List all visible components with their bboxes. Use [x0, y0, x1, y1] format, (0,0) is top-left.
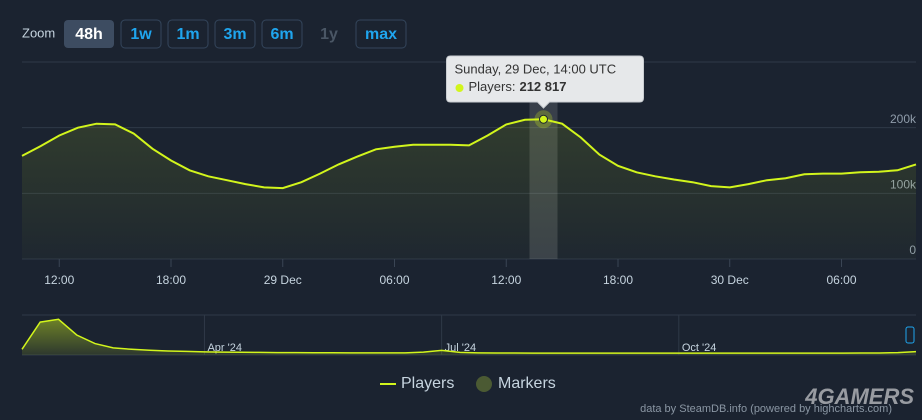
line: [21, 118, 917, 190]
hover-point: [539, 114, 548, 124]
zoom-label: Zoom: [22, 25, 55, 40]
legend-label[interactable]: Markers: [498, 375, 556, 392]
zoom-button[interactable]: 1w: [120, 19, 162, 49]
tooltip-label: Players: 212 817: [469, 79, 567, 94]
x-tick-label: 06:00: [379, 273, 409, 287]
x-tick-label: 12:00: [44, 273, 74, 287]
legend-marker: [476, 376, 492, 392]
legend-label[interactable]: Players: [401, 375, 454, 392]
zoom-button[interactable]: max: [355, 19, 407, 49]
tooltip: Sunday, 29 Dec, 14:00 UTC Players: 212 817: [446, 55, 644, 109]
x-tick-label: 30 Dec: [711, 273, 749, 287]
zoom-button-bg: [214, 19, 256, 49]
navigator-label: Oct '24: [682, 342, 717, 354]
zoom-button[interactable]: 48h: [64, 20, 114, 48]
zoom-button-bg: [355, 19, 407, 49]
tooltip-value: 212 817: [519, 79, 566, 94]
navigator-label: Apr '24: [207, 342, 242, 354]
x-tick-label: 29 Dec: [264, 273, 302, 287]
x-tick-label: 06:00: [826, 273, 856, 287]
zoom-button[interactable]: 3m: [214, 19, 256, 49]
zoom-button-label: 1m: [176, 26, 199, 43]
zoom-button-label: 1w: [130, 26, 152, 43]
zoom-button-label: 6m: [270, 26, 293, 43]
watermark: 4GAMERS: [804, 384, 914, 409]
zoom-button[interactable]: 1m: [167, 19, 209, 49]
zoom-button-bg: [261, 19, 303, 49]
zoom-button-bg: [167, 19, 209, 49]
credit: data by SteamDB.info (powered by highcha…: [640, 403, 892, 415]
tooltip-series: Players:: [469, 79, 516, 94]
zoom-button-label: 48h: [75, 26, 103, 43]
navigator-handle[interactable]: [905, 326, 915, 344]
y-tick-label: 200k: [890, 112, 917, 126]
zoom-button-bg: [64, 20, 114, 48]
x-tick-label: 18:00: [603, 273, 633, 287]
zoom-button: 1y: [320, 26, 338, 43]
navigator-area: [22, 319, 916, 355]
zoom-button-label: max: [365, 26, 397, 43]
navigator-line: [21, 318, 917, 354]
x-tick-label: 12:00: [491, 273, 521, 287]
tooltip-box: [446, 55, 644, 109]
tooltip-dot: [455, 84, 464, 92]
zoom-button-bg: [120, 19, 162, 49]
tooltip-title: Sunday, 29 Dec, 14:00 UTC: [455, 61, 617, 76]
zoom-button[interactable]: 6m: [261, 19, 303, 49]
zoom-button-label: 3m: [223, 26, 246, 43]
zoom-button-label: 1y: [320, 26, 338, 43]
x-tick-label: 18:00: [156, 273, 186, 287]
area: [22, 119, 916, 259]
